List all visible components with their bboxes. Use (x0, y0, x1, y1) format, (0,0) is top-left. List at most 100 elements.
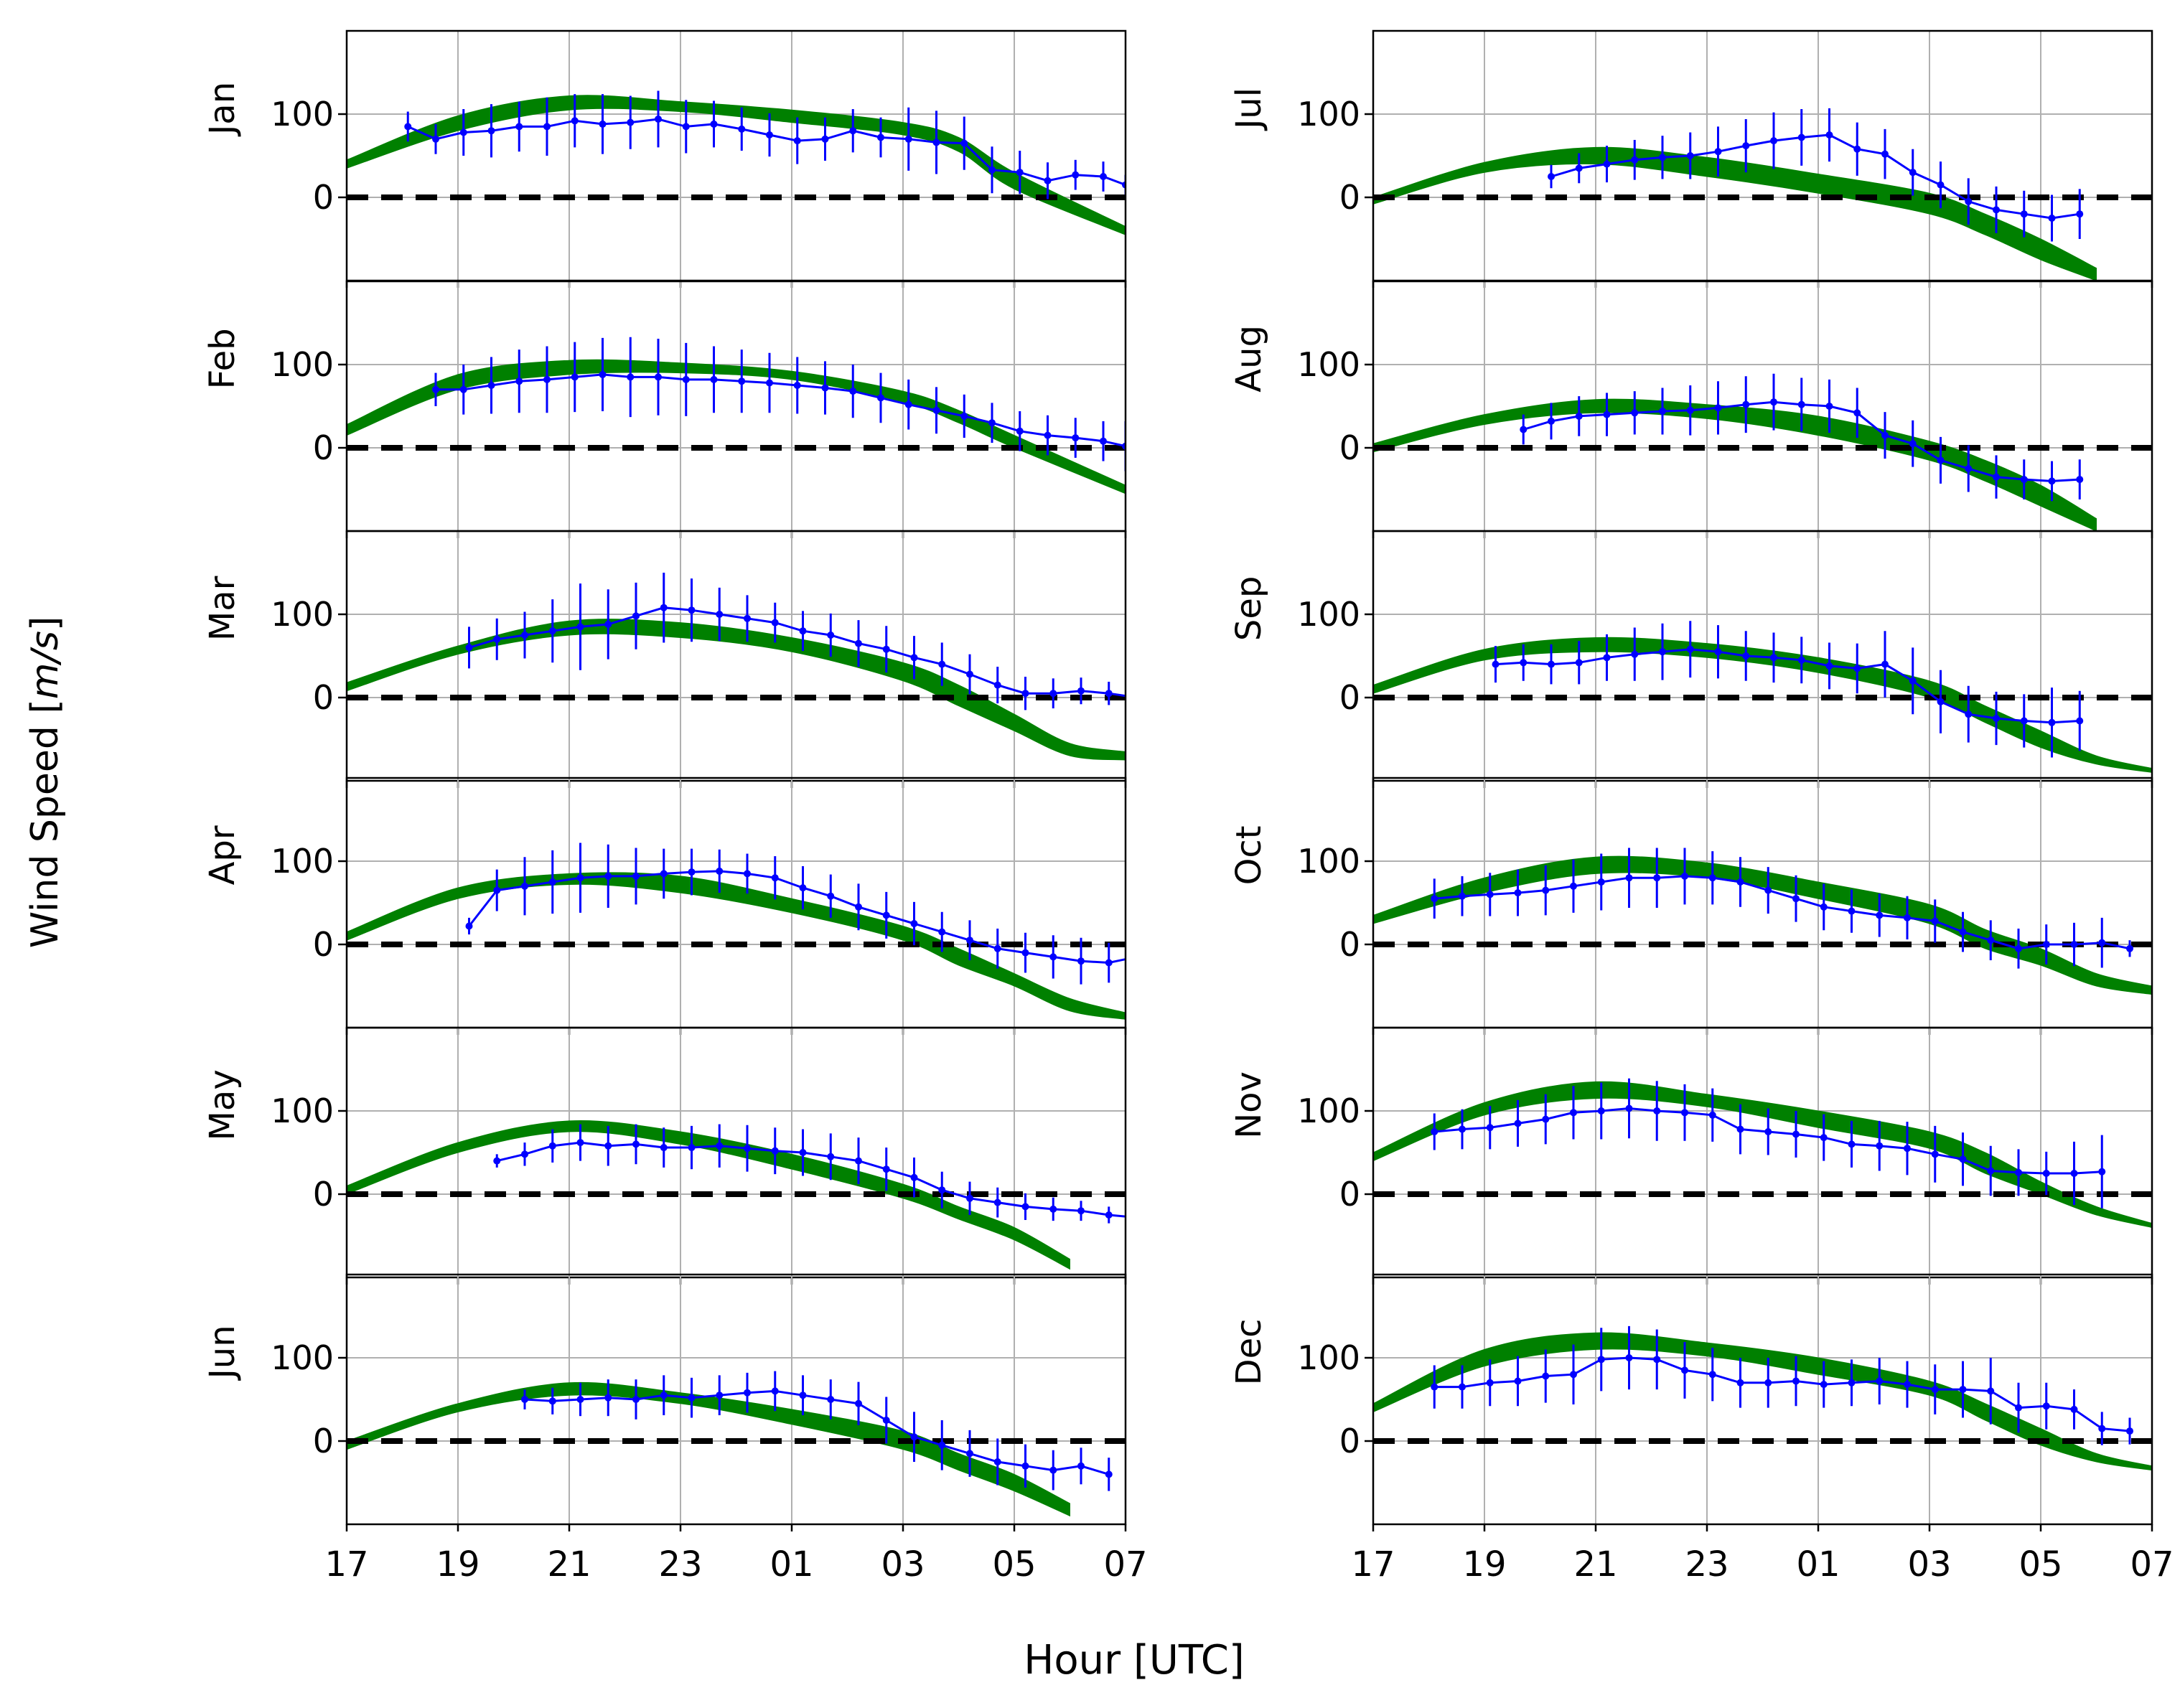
observed-point (2070, 1405, 2078, 1413)
y-tick-label: 100 (1297, 595, 1360, 634)
observed-point (855, 639, 862, 647)
observed-point (404, 123, 412, 131)
observed-point (2042, 1170, 2050, 1177)
plot-area-mar (347, 573, 1126, 761)
observed-point (576, 623, 584, 631)
observed-point (1909, 440, 1917, 448)
observed-point (1965, 465, 1973, 472)
observed-point (1681, 872, 1688, 880)
observed-point (632, 1140, 640, 1148)
observed-point (766, 131, 773, 139)
observed-point (1431, 895, 1438, 903)
observed-feb (432, 337, 1126, 471)
observed-point (1161, 956, 1168, 963)
observed-line-mar (469, 606, 1126, 698)
observed-point (1904, 1381, 1911, 1389)
observed-point (2070, 1170, 2078, 1177)
observed-point (1937, 456, 1945, 464)
observed-point (799, 884, 807, 892)
y-tick-label: 0 (1339, 178, 1360, 217)
plot-area-jul (1373, 108, 2152, 281)
observed-point (521, 882, 528, 890)
observed-point (1021, 949, 1029, 957)
x-tick-label: 03 (881, 1544, 925, 1585)
observed-point (882, 645, 890, 653)
observed-point (1770, 398, 1777, 406)
x-tick-label: 05 (2018, 1544, 2062, 1585)
y-tick-label: 0 (1339, 1422, 1360, 1460)
observed-point (2020, 717, 2028, 725)
observed-point (1049, 1466, 1057, 1474)
observed-point (2020, 210, 2028, 218)
observed-point (738, 377, 746, 385)
grid-mar (346, 531, 1126, 781)
observed-point (1077, 1462, 1085, 1470)
observed-point (1021, 1462, 1029, 1470)
y-tick-label: 100 (271, 595, 334, 634)
observed-point (910, 654, 918, 662)
observed-point (1049, 1205, 1057, 1213)
observed-point (1770, 137, 1777, 145)
x-tick-label: 01 (1796, 1544, 1840, 1585)
observed-point (1797, 656, 1805, 664)
observed-nov (1431, 1078, 2106, 1209)
observed-line-sep (1495, 648, 2080, 724)
plot-area-dec (1373, 1325, 2152, 1471)
panel-mar: 0 100 Mar (202, 530, 1127, 788)
observed-point (1431, 1383, 1438, 1391)
observed-point (716, 611, 724, 618)
observed-point (1820, 1381, 1828, 1389)
panel-nov: 0 100 Nov (1229, 1026, 2153, 1285)
observed-point (571, 117, 579, 125)
observed-point (799, 1392, 807, 1399)
observed-point (849, 388, 857, 395)
observed-point (1876, 1142, 1884, 1150)
observed-point (521, 1150, 528, 1158)
model-band-nov (1373, 1081, 2152, 1228)
y-tick-label: 100 (271, 345, 334, 384)
observed-point (1909, 677, 1917, 685)
observed-point (2015, 944, 2022, 952)
observed-point (1681, 1366, 1688, 1374)
observed-point (855, 1157, 862, 1165)
observed-point (744, 1145, 751, 1153)
observed-point (1603, 160, 1611, 168)
observed-point (1133, 1214, 1141, 1221)
observed-point (1742, 652, 1750, 660)
observed-point (1597, 1107, 1605, 1115)
observed-point (904, 400, 912, 408)
x-tick-label: 03 (1907, 1544, 1951, 1585)
panel-sep: 0 100 Sep (1229, 530, 2153, 788)
observed-point (548, 1142, 556, 1150)
observed-point (1686, 645, 1694, 653)
panel-frame-may (345, 1026, 1127, 1279)
observed-point (938, 660, 946, 668)
x-tick-label: 01 (769, 1544, 813, 1585)
observed-point (604, 872, 612, 880)
observed-point (604, 620, 612, 628)
month-label-mar: Mar (202, 576, 243, 641)
observed-point (1575, 412, 1583, 420)
observed-point (2126, 944, 2133, 952)
observed-point (1881, 660, 1889, 668)
observed-point (2076, 476, 2084, 484)
observed-point (1853, 409, 1861, 417)
observed-point (993, 1198, 1001, 1206)
observed-point (604, 1142, 612, 1150)
month-label-aug: Aug (1229, 325, 1269, 393)
x-tick-label: 23 (1685, 1544, 1728, 1585)
observed-point (1820, 1134, 1828, 1142)
observed-line-oct (1434, 875, 2130, 950)
observed-point (604, 1394, 612, 1402)
y-tick-label: 100 (271, 1092, 334, 1130)
y-tick-label: 100 (1297, 345, 1360, 384)
observed-point (1965, 197, 1973, 205)
y-tick-label: 0 (1339, 1175, 1360, 1214)
observed-point (515, 377, 523, 385)
observed-point (1987, 1387, 1995, 1395)
model-band-mar (347, 619, 1126, 761)
x-tick-label: 19 (436, 1544, 479, 1585)
observed-point (1965, 710, 1973, 718)
observed-point (1714, 148, 1722, 156)
observed-point (744, 1389, 751, 1397)
